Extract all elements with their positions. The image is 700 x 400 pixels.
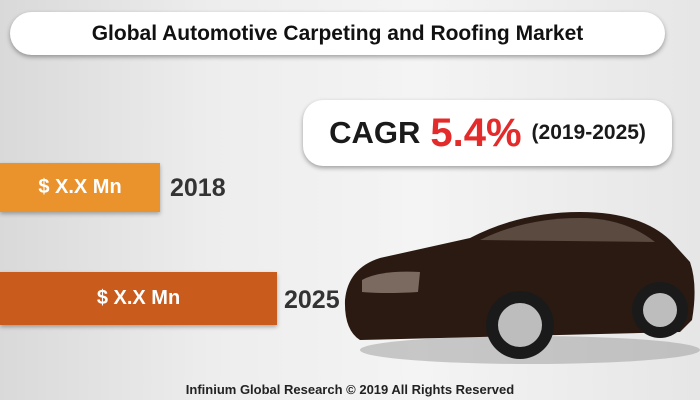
cagr-value: 5.4% [430, 110, 522, 155]
cagr-period: (2019-2025) [531, 121, 646, 144]
cagr-label: CAGR [329, 115, 421, 150]
title: Global Automotive Carpeting and Roofing … [10, 12, 665, 55]
rim [498, 303, 542, 347]
market-bar: $ X.X Mn [0, 163, 160, 212]
market-bar: $ X.X Mn [0, 272, 277, 325]
cagr-box: CAGR 5.4% (2019-2025) [303, 100, 672, 166]
year: 2025 [284, 286, 340, 314]
car-body [344, 212, 695, 340]
year: 2018 [170, 174, 226, 202]
car-windows [480, 218, 655, 242]
grille [362, 271, 420, 293]
footer: Infinium Global Research © 2019 All Righ… [185, 382, 515, 397]
rim [643, 293, 677, 327]
